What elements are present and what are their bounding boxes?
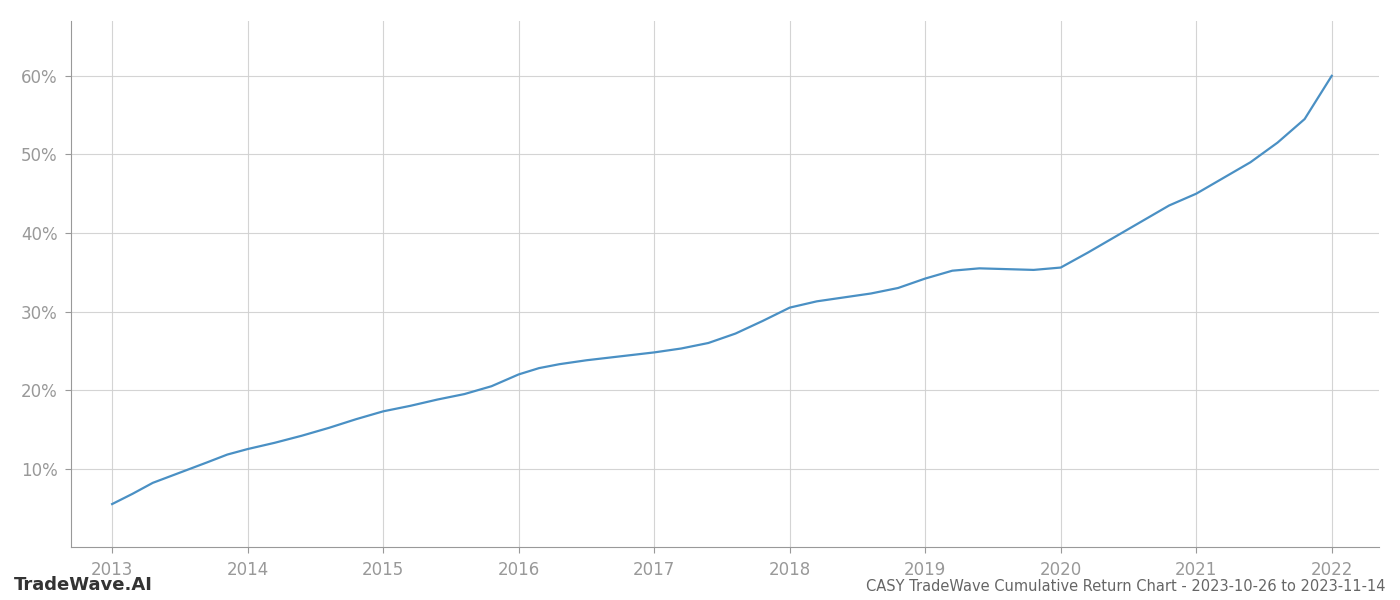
Text: TradeWave.AI: TradeWave.AI	[14, 576, 153, 594]
Text: CASY TradeWave Cumulative Return Chart - 2023-10-26 to 2023-11-14: CASY TradeWave Cumulative Return Chart -…	[867, 579, 1386, 594]
